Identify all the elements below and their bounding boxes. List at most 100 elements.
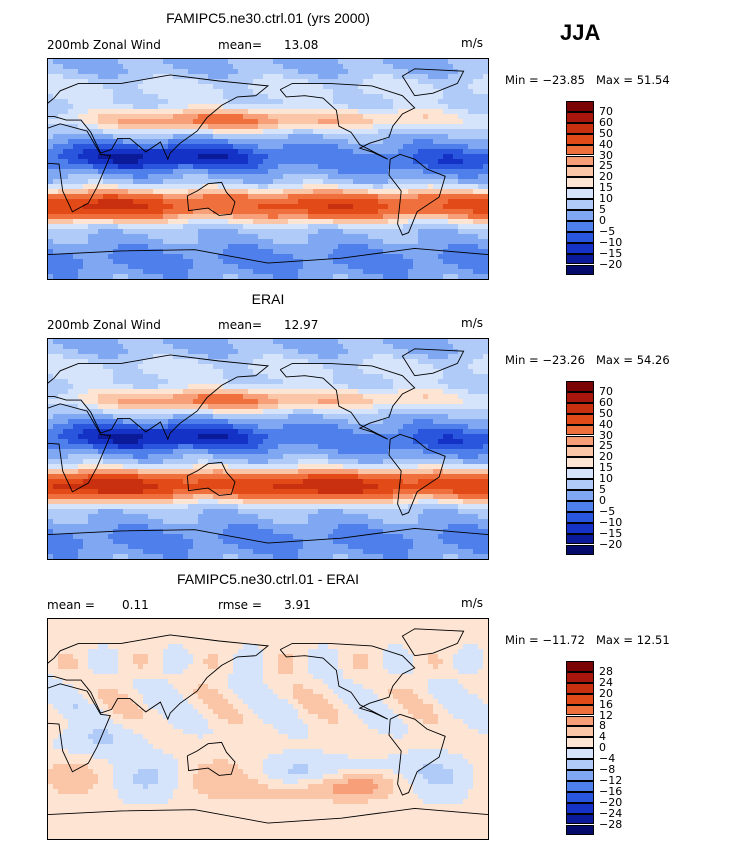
field-cell xyxy=(163,379,169,385)
field-cell xyxy=(323,244,329,250)
field-cell xyxy=(293,374,299,380)
field-cell xyxy=(138,124,144,130)
field-cell xyxy=(423,134,429,140)
field-cell xyxy=(458,109,464,115)
field-cell xyxy=(328,209,334,215)
field-cell xyxy=(468,394,474,400)
field-cell xyxy=(133,199,139,205)
field-cell xyxy=(408,214,414,220)
field-cell xyxy=(448,369,454,375)
field-cell xyxy=(428,59,434,65)
field-cell xyxy=(338,164,344,170)
field-cell xyxy=(293,224,299,230)
field-cell xyxy=(168,119,174,125)
field-cell xyxy=(68,174,74,180)
field-cell xyxy=(443,349,449,355)
field-cell xyxy=(398,154,404,160)
field-cell xyxy=(368,349,374,355)
field-cell xyxy=(283,339,289,345)
field-cell xyxy=(193,234,199,240)
field-cell xyxy=(198,224,204,230)
field-cell xyxy=(483,149,488,155)
field-cell xyxy=(373,204,379,210)
field-cell xyxy=(73,214,79,220)
field-cell xyxy=(53,269,59,275)
field-cell xyxy=(258,194,264,200)
field-cell xyxy=(293,119,299,125)
field-cell xyxy=(238,349,244,355)
field-cell xyxy=(343,59,349,65)
field-cell xyxy=(263,69,269,75)
field-cell xyxy=(243,269,249,275)
field-cell xyxy=(208,374,214,380)
field-cell xyxy=(328,94,334,100)
field-cell xyxy=(388,379,394,385)
field-cell xyxy=(293,384,299,390)
field-cell xyxy=(83,99,89,105)
field-cell xyxy=(448,359,454,365)
field-cell xyxy=(338,394,344,400)
field-cell xyxy=(143,79,149,85)
field-cell xyxy=(438,204,444,210)
field-cell xyxy=(378,349,384,355)
field-cell xyxy=(338,159,344,165)
field-cell xyxy=(113,349,119,355)
field-cell xyxy=(278,204,284,210)
field-cell xyxy=(153,129,159,135)
field-cell xyxy=(383,209,389,215)
field-cell xyxy=(153,84,159,90)
field-cell xyxy=(463,119,469,125)
field-cell xyxy=(213,219,219,225)
field-cell xyxy=(108,339,114,345)
field-cell xyxy=(73,344,79,350)
field-cell xyxy=(98,204,104,210)
field-cell xyxy=(98,154,104,160)
field-cell xyxy=(468,389,474,395)
field-cell xyxy=(288,104,294,110)
field-cell xyxy=(248,199,254,205)
field-cell xyxy=(173,384,179,390)
field-cell xyxy=(343,354,349,360)
field-cell xyxy=(48,69,54,75)
field-cell xyxy=(403,244,409,250)
field-cell xyxy=(88,359,94,365)
field-cell xyxy=(53,349,59,355)
field-cell xyxy=(223,64,229,70)
field-cell xyxy=(83,109,89,115)
field-cell xyxy=(153,364,159,370)
field-cell xyxy=(153,179,159,185)
field-cell xyxy=(418,99,424,105)
field-cell xyxy=(478,134,484,140)
field-cell xyxy=(253,199,259,205)
field-cell xyxy=(473,214,479,220)
field-cell xyxy=(78,234,84,240)
field-cell xyxy=(483,249,488,255)
panel-2-stat-label: mean= xyxy=(218,318,263,332)
field-cell xyxy=(333,189,339,195)
field-cell xyxy=(178,129,184,135)
field-cell xyxy=(193,164,199,170)
field-cell xyxy=(88,99,94,105)
field-cell xyxy=(148,79,154,85)
field-cell xyxy=(268,104,274,110)
field-cell xyxy=(403,144,409,150)
field-cell xyxy=(393,254,399,260)
field-cell xyxy=(303,194,309,200)
field-cell xyxy=(388,159,394,165)
field-cell xyxy=(148,239,154,245)
field-cell xyxy=(313,219,319,225)
field-cell xyxy=(308,349,314,355)
field-cell xyxy=(388,139,394,145)
field-cell xyxy=(73,69,79,75)
field-cell xyxy=(333,79,339,85)
field-cell xyxy=(333,149,339,155)
field-cell xyxy=(58,369,64,375)
field-cell xyxy=(463,129,469,135)
field-cell xyxy=(203,344,209,350)
field-cell xyxy=(368,79,374,85)
field-cell xyxy=(428,134,434,140)
field-cell xyxy=(158,364,164,370)
field-cell xyxy=(58,114,64,120)
field-cell xyxy=(203,199,209,205)
field-cell xyxy=(338,89,344,95)
